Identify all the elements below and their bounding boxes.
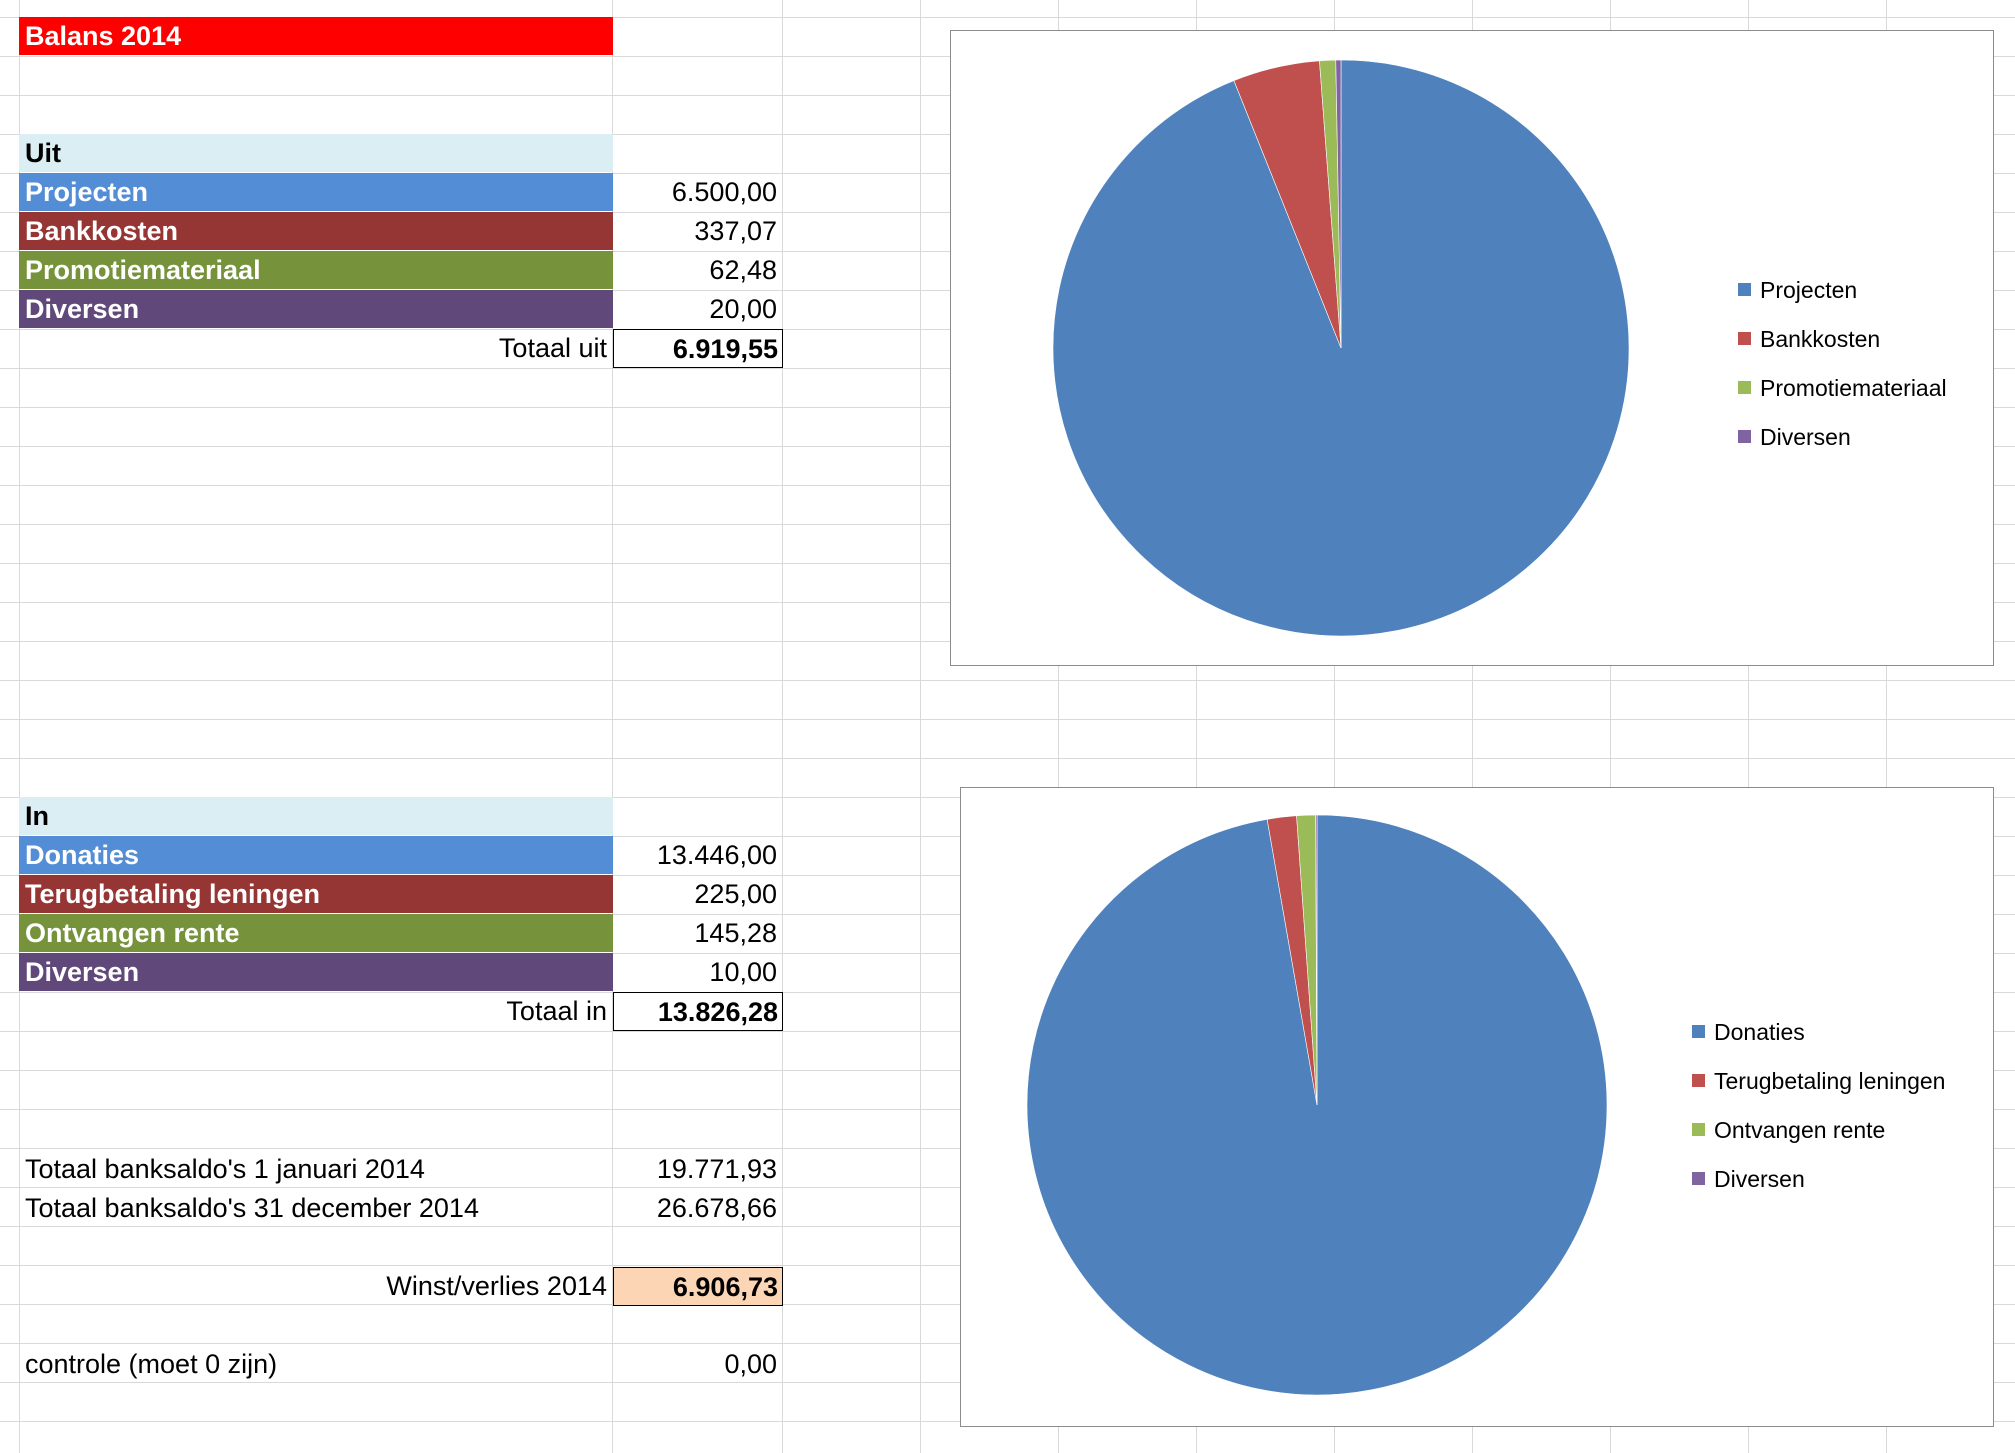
sheet-title[interactable]: Balans 2014 [19,17,613,55]
legend-item-projecten: Projecten [1738,275,1857,305]
legend-swatch [1692,1123,1705,1137]
in-value-ontvangen-rente[interactable]: 145,28 [694,918,777,948]
uit-header[interactable]: Uit [19,134,613,172]
saldo-start-value[interactable]: 19.771,93 [656,1154,777,1184]
in-label-donaties[interactable]: Donaties [19,836,613,874]
legend-item-promotiemateriaal: Promotiemateriaal [1738,373,1947,403]
saldo-end-value[interactable]: 26.678,66 [656,1193,777,1223]
in-header[interactable]: In [19,797,613,835]
saldo-start-label[interactable]: Totaal banksaldo's 1 januari 2014 [25,1154,425,1184]
uit-value-projecten[interactable]: 6.500,00 [671,177,777,207]
legend-swatch [1738,332,1751,346]
chart-in-pie [1026,814,1608,1396]
uit-total-value[interactable]: 6.919,55 [613,329,783,368]
result-label[interactable]: Winst/verlies 2014 [386,1271,607,1301]
uit-value-bankkosten[interactable]: 337,07 [694,216,777,246]
uit-label-diversen[interactable]: Diversen [19,290,613,328]
pie-slice-diversen[interactable] [1315,814,1318,1106]
legend-item-bankkosten: Bankkosten [1738,324,1880,354]
legend-item-diversen: Diversen [1692,1164,1805,1194]
uit-label-bankkosten[interactable]: Bankkosten [19,212,613,250]
in-label-terugbetaling[interactable]: Terugbetaling leningen [19,875,613,913]
legend-item-terugbetaling: Terugbetaling leningen [1692,1066,1945,1096]
uit-value-diversen[interactable]: 20,00 [709,294,777,324]
in-total-label[interactable]: Totaal in [506,996,607,1026]
legend-item-donaties: Donaties [1692,1017,1805,1047]
uit-label-promotiemateriaal[interactable]: Promotiemateriaal [19,251,613,289]
uit-label-projecten[interactable]: Projecten [19,173,613,211]
legend-swatch [1692,1025,1705,1039]
legend-swatch [1738,283,1751,297]
pie-slice-diversen[interactable] [1335,59,1342,349]
in-total-value[interactable]: 13.826,28 [613,992,783,1031]
legend-swatch [1692,1172,1705,1186]
in-label-ontvangen-rente[interactable]: Ontvangen rente [19,914,613,952]
chart-uit[interactable]: Projecten Bankkosten Promotiemateriaal D… [950,30,1994,666]
result-value[interactable]: 6.906,73 [613,1267,783,1306]
legend-item-diversen: Diversen [1738,422,1851,452]
check-value[interactable]: 0,00 [724,1349,777,1379]
in-label-diversen[interactable]: Diversen [19,953,613,991]
check-label[interactable]: controle (moet 0 zijn) [25,1349,278,1379]
in-value-diversen[interactable]: 10,00 [709,957,777,987]
legend-swatch [1738,430,1751,444]
legend-swatch [1692,1074,1705,1088]
saldo-end-label[interactable]: Totaal banksaldo's 31 december 2014 [25,1193,479,1223]
uit-total-label[interactable]: Totaal uit [498,333,607,363]
uit-value-promotiemateriaal[interactable]: 62,48 [709,255,777,285]
in-value-donaties[interactable]: 13.446,00 [656,840,777,870]
legend-item-ontvangen-rente: Ontvangen rente [1692,1115,1885,1145]
in-value-terugbetaling[interactable]: 225,00 [694,879,777,909]
chart-uit-pie [1052,59,1630,637]
legend-swatch [1738,381,1751,395]
chart-in[interactable]: Donaties Terugbetaling leningen Ontvange… [960,787,1994,1427]
